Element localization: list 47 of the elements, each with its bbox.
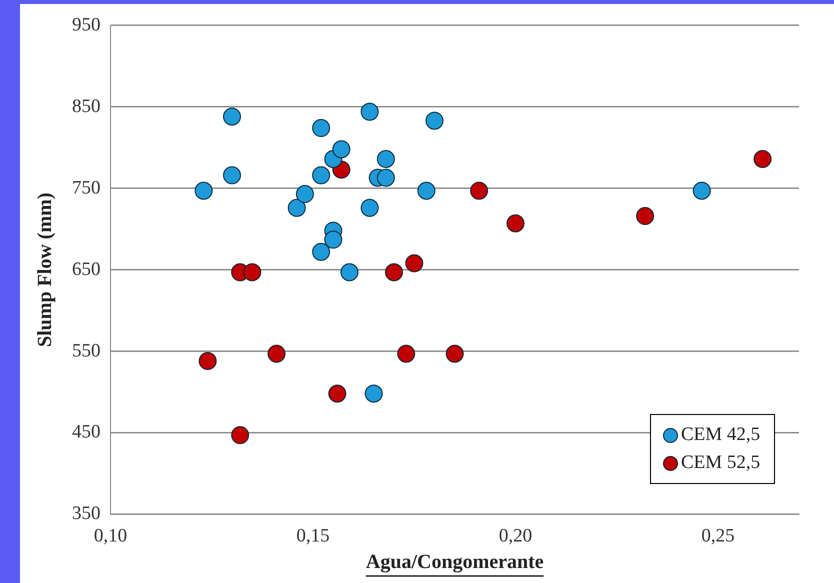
x-tick-label: 0,20 xyxy=(498,526,532,547)
y-axis-title: Slump Flow (mm) xyxy=(34,192,56,348)
point xyxy=(268,344,286,363)
y-tick-label: 750 xyxy=(72,177,100,198)
point xyxy=(754,150,772,168)
point xyxy=(426,112,444,130)
point xyxy=(506,214,524,232)
point xyxy=(198,352,217,370)
point xyxy=(288,198,306,217)
y-tick-label: 350 xyxy=(72,503,100,524)
point xyxy=(470,182,488,200)
x-tick-label: 0,25 xyxy=(701,526,735,547)
point xyxy=(636,207,654,226)
point xyxy=(446,344,464,363)
point xyxy=(312,166,330,184)
point xyxy=(376,168,395,187)
y-tick-label: 850 xyxy=(72,96,100,117)
point xyxy=(340,263,358,282)
legend-label: CEM 52,5 xyxy=(681,451,760,476)
point xyxy=(692,182,711,200)
point xyxy=(376,150,395,168)
y-tick-label: 450 xyxy=(72,422,100,443)
point xyxy=(296,185,314,204)
y-tick-label: 950 xyxy=(72,14,100,36)
x-tick-label: 0,10 xyxy=(94,526,128,547)
point xyxy=(405,254,424,272)
legend-label: CEM 42,5 xyxy=(681,423,760,448)
point xyxy=(397,344,416,363)
point xyxy=(243,263,262,282)
point xyxy=(223,108,241,126)
point xyxy=(328,384,346,403)
point xyxy=(385,263,403,282)
point xyxy=(324,230,342,249)
point xyxy=(312,242,330,261)
point xyxy=(360,102,379,121)
point xyxy=(332,140,350,158)
x-axis-title: Agua/Congomerante xyxy=(366,551,544,574)
point xyxy=(417,182,436,200)
point xyxy=(360,198,379,217)
point xyxy=(364,384,383,403)
y-tick-label: 650 xyxy=(72,258,100,280)
point xyxy=(223,166,241,184)
point xyxy=(231,426,250,444)
x-tick-label: 0,15 xyxy=(296,526,330,547)
y-tick-label: 550 xyxy=(72,340,100,362)
point xyxy=(194,182,213,200)
point xyxy=(312,119,330,138)
